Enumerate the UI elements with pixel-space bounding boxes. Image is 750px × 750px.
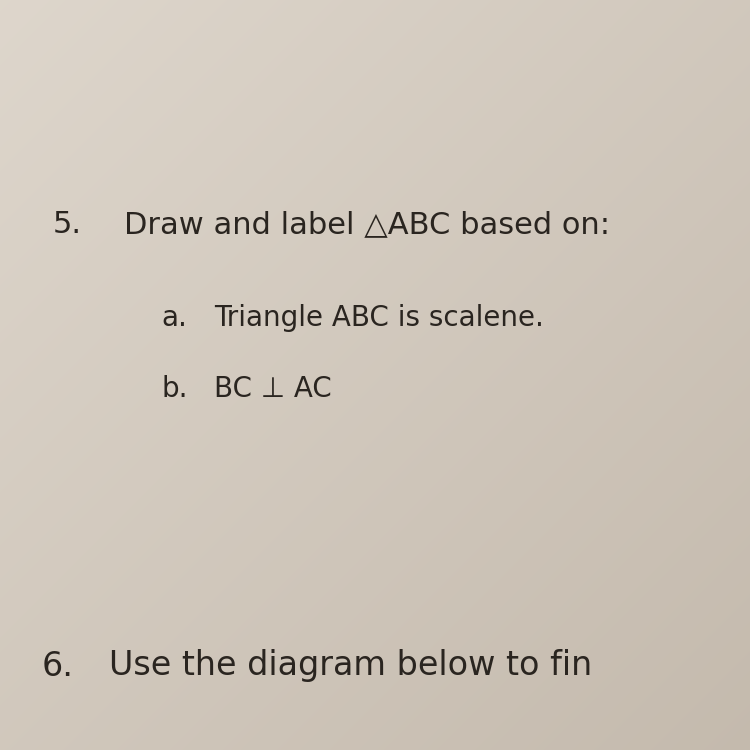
Text: 5.: 5. [53, 210, 82, 239]
Text: BC ⊥ AC: BC ⊥ AC [214, 375, 332, 403]
Text: Triangle ABC is scalene.: Triangle ABC is scalene. [214, 304, 544, 332]
Text: a.: a. [161, 304, 188, 332]
Text: Use the diagram below to fin: Use the diagram below to fin [109, 650, 592, 682]
Text: b.: b. [161, 375, 188, 403]
Text: 6.: 6. [41, 650, 74, 682]
Text: Draw and label △ABC based on:: Draw and label △ABC based on: [124, 210, 610, 239]
